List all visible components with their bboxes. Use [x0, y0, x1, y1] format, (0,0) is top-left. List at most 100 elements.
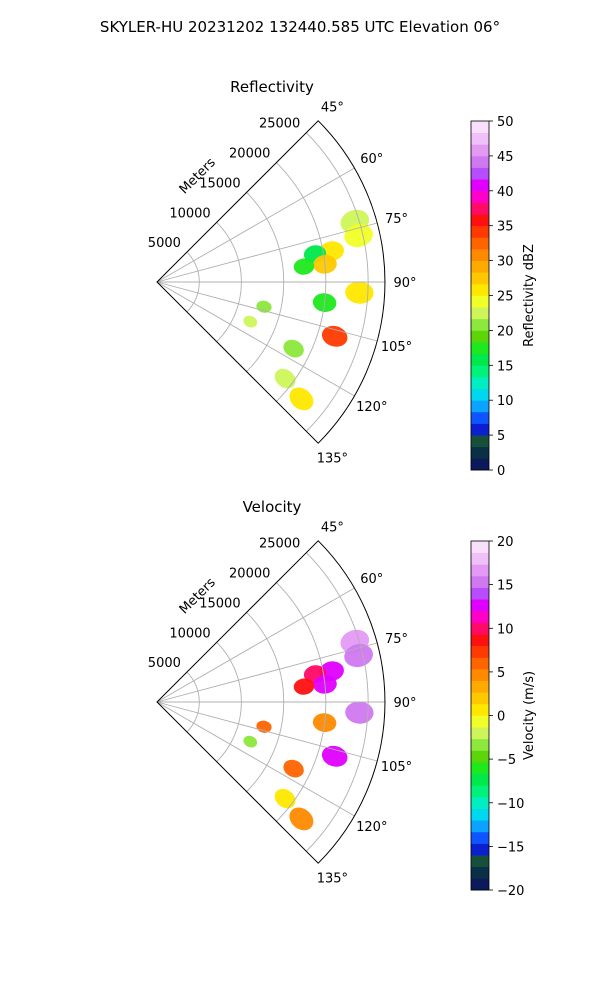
- azimuth-tick-label: 120°: [356, 400, 387, 415]
- colorbar-segment: [471, 458, 489, 471]
- colorbar-segment: [471, 831, 489, 844]
- azimuth-gridline: [156, 701, 355, 817]
- colorbar-tick-label: 30: [497, 255, 514, 270]
- azimuth-tick-label: 90°: [393, 276, 416, 291]
- colorbar-label: Reflectivity dBZ: [522, 244, 537, 347]
- echo-layer: [243, 209, 374, 411]
- azimuth-gridline: [156, 281, 355, 397]
- azimuth-gridline: [156, 642, 378, 703]
- colorbar-segment: [471, 703, 489, 716]
- range-tick-label: 15000: [199, 596, 240, 611]
- colorbar-tick-label: −10: [497, 797, 524, 812]
- azimuth-tick-label: 45°: [321, 101, 344, 116]
- colorbar-segment: [471, 272, 489, 285]
- azimuth-tick-label: 75°: [385, 212, 408, 227]
- colorbar-tick-label: −15: [497, 840, 524, 855]
- colorbar-segment: [471, 587, 489, 600]
- colorbar-tick-label: 10: [497, 394, 514, 409]
- range-tick-label: 5000: [148, 656, 181, 671]
- panel-title: Velocity: [243, 498, 302, 516]
- colorbar: 0 5 10 15 20 25 30 35 40 45 50 Reflectivity dBZ: [470, 115, 537, 479]
- colorbar-segment: [471, 330, 489, 343]
- azimuth-tick-label: 45°: [321, 521, 344, 536]
- colorbar-segment: [471, 796, 489, 809]
- colorbar-segment: [471, 446, 489, 459]
- sector-frame: [156, 120, 386, 444]
- colorbar-segment: [471, 541, 489, 554]
- colorbar-segment: [471, 575, 489, 588]
- azimuth-tick-label: 135°: [317, 451, 348, 466]
- echo-cell: [243, 735, 258, 748]
- colorbar-segment: [471, 132, 489, 145]
- azimuth-tick-label: 75°: [385, 632, 408, 647]
- colorbar-tick-label: −20: [497, 884, 524, 899]
- colorbar-tick-label: 50: [497, 115, 514, 130]
- colorbar-segment: [471, 214, 489, 227]
- colorbar-tick-label: 5: [497, 666, 505, 681]
- colorbar-segment: [471, 190, 489, 203]
- colorbar-segment: [471, 820, 489, 833]
- azimuth-tick-label: 60°: [360, 572, 383, 587]
- colorbar-segment: [471, 773, 489, 786]
- colorbar-segment: [471, 715, 489, 728]
- colorbar-tick-label: 5: [497, 429, 505, 444]
- colorbar-tick-label: 45: [497, 150, 514, 165]
- colorbar-segment: [471, 750, 489, 763]
- colorbar-segment: [471, 843, 489, 856]
- azimuth-tick-label: 135°: [317, 871, 348, 886]
- panel-title: Reflectivity: [230, 78, 314, 96]
- colorbar-segment: [471, 622, 489, 635]
- colorbar-segment: [471, 237, 489, 250]
- azimuth-tick-label: 120°: [356, 820, 387, 835]
- colorbar-segment: [471, 599, 489, 612]
- colorbar-segment: [471, 155, 489, 168]
- echo-layer: [243, 629, 374, 831]
- colorbar-tick-label: 25: [497, 290, 514, 305]
- colorbar-tick-label: 15: [497, 359, 514, 374]
- colorbar-segment: [471, 423, 489, 436]
- echo-cell: [283, 339, 304, 358]
- colorbar-tick-label: 40: [497, 185, 514, 200]
- colorbar-segment: [471, 435, 489, 448]
- colorbar-tick-label: 35: [497, 220, 514, 235]
- sector-frame: [156, 540, 386, 864]
- echo-cell: [289, 387, 314, 411]
- azimuth-tick-label: 105°: [381, 340, 412, 355]
- azimuth-gridline: [156, 167, 355, 283]
- colorbar-segment: [471, 564, 489, 577]
- colorbar-segment: [471, 179, 489, 192]
- colorbar-tick-label: 0: [497, 464, 505, 479]
- colorbar-segment: [471, 318, 489, 331]
- colorbar-tick-label: 20: [497, 324, 514, 339]
- colorbar-tick-label: 20: [497, 535, 514, 550]
- colorbar-segment: [471, 202, 489, 215]
- colorbar-label: Velocity (m/s): [522, 671, 537, 760]
- colorbar-segment: [471, 855, 489, 868]
- colorbar-segment: [471, 400, 489, 413]
- colorbar-segment: [471, 307, 489, 320]
- echo-cell: [243, 315, 258, 328]
- echo-cell: [274, 788, 296, 809]
- colorbar-tick-label: 15: [497, 579, 514, 594]
- azimuth-tick-label: 60°: [360, 152, 383, 167]
- range-tick-label: 20000: [229, 567, 270, 582]
- colorbar-segment: [471, 144, 489, 157]
- colorbar-tick-label: −5: [497, 753, 516, 768]
- colorbar-segment: [471, 762, 489, 775]
- echo-cell: [283, 759, 304, 778]
- colorbar-segment: [471, 225, 489, 238]
- range-tick-label: 25000: [259, 117, 300, 132]
- colorbar-tick-label: 10: [497, 622, 514, 637]
- colorbar-segment: [471, 283, 489, 296]
- range-tick-label: 10000: [169, 626, 210, 641]
- colorbar-segment: [471, 657, 489, 670]
- range-tick-label: 15000: [199, 176, 240, 191]
- colorbar-segment: [471, 248, 489, 261]
- colorbar-tick-label: 0: [497, 710, 505, 725]
- colorbar-segment: [471, 866, 489, 879]
- colorbar-segment: [471, 388, 489, 401]
- range-tick-label: 20000: [229, 147, 270, 162]
- colorbar-segment: [471, 167, 489, 180]
- azimuth-tick-label: 90°: [393, 696, 416, 711]
